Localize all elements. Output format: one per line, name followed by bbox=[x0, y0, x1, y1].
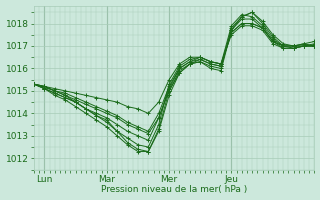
X-axis label: Pression niveau de la mer( hPa ): Pression niveau de la mer( hPa ) bbox=[101, 185, 247, 194]
